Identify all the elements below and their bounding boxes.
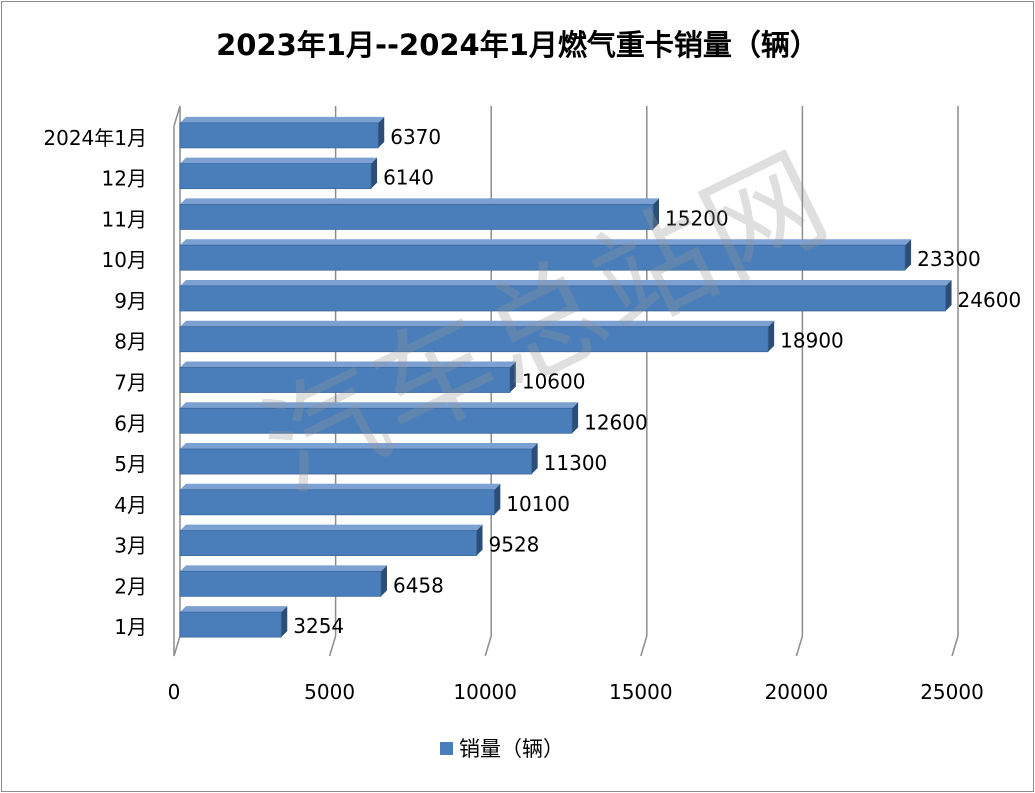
bar-end-cap	[494, 483, 501, 515]
gridline-depth	[795, 635, 804, 657]
bar	[179, 570, 382, 597]
x-tick-label: 0	[168, 680, 181, 704]
bar-end-cap	[905, 239, 912, 271]
gridline-depth	[951, 635, 959, 657]
bar-end-cap	[768, 320, 775, 352]
bar	[179, 204, 654, 230]
category-label: 8月	[114, 330, 147, 354]
category-label: 9月	[114, 289, 147, 313]
left-wall	[173, 105, 181, 657]
bar-top-face	[180, 157, 378, 164]
bar-value-label: 18900	[780, 329, 844, 353]
bar-top-face	[180, 239, 912, 246]
bar	[179, 407, 573, 434]
bar	[179, 244, 906, 271]
bar-end-cap	[572, 402, 579, 434]
bar-top-face	[180, 483, 501, 490]
bar-top-face	[180, 606, 288, 613]
bar-value-label: 10100	[506, 492, 570, 516]
bar-top-face	[180, 524, 483, 531]
bar-value-label: 12600	[584, 410, 648, 434]
bar-end-cap	[281, 606, 288, 638]
bar-top-face	[180, 402, 579, 409]
bar	[179, 489, 495, 516]
gridline-depth	[484, 635, 492, 657]
category-label: 7月	[114, 371, 147, 395]
bar-value-label: 6140	[383, 166, 434, 190]
category-label: 12月	[102, 167, 147, 191]
bar-top-face	[180, 443, 538, 450]
x-tick-label: 10000	[453, 680, 517, 704]
legend-label: 销量（辆）	[459, 737, 564, 761]
bar-end-cap	[378, 116, 385, 148]
bar	[179, 367, 511, 393]
bar-top-face	[180, 198, 660, 205]
category-label: 6月	[114, 411, 147, 435]
bar-top-face	[180, 320, 775, 327]
bar	[179, 611, 282, 638]
bar-end-cap	[380, 565, 387, 597]
x-tick-label: 25000	[920, 680, 984, 704]
bar-end-cap	[945, 279, 952, 311]
category-label: 10月	[102, 248, 147, 272]
bar	[179, 285, 946, 312]
bar-end-cap	[371, 157, 378, 189]
bar-value-label: 23300	[917, 247, 981, 271]
bar-value-label: 10600	[522, 370, 586, 394]
chart-legend: 销量（辆）	[440, 733, 564, 763]
x-tick-label: 15000	[609, 680, 673, 704]
bar	[179, 163, 372, 190]
gridline-depth	[328, 635, 337, 657]
bar-value-label: 6370	[390, 125, 441, 149]
bar-end-cap	[531, 443, 538, 475]
gridline-depth	[640, 635, 648, 657]
category-label: 4月	[114, 493, 147, 517]
bar	[179, 122, 379, 149]
bar-value-label: 11300	[544, 451, 608, 475]
bar-end-cap	[653, 198, 660, 230]
x-tick-label: 20000	[765, 680, 829, 704]
bar-value-label: 24600	[958, 288, 1022, 312]
category-label: 5月	[114, 452, 147, 476]
category-label: 2月	[114, 574, 147, 598]
legend-swatch	[440, 741, 453, 755]
x-tick-label: 5000	[304, 680, 355, 704]
bar	[179, 326, 769, 353]
bar-value-label: 15200	[665, 206, 729, 230]
bar-top-face	[180, 279, 952, 286]
bar-value-label: 3254	[293, 614, 344, 638]
bar-end-cap	[509, 361, 516, 393]
bar-value-label: 6458	[393, 573, 444, 597]
chart-title: 2023年1月--2024年1月燃气重卡销量（辆）	[216, 28, 819, 62]
category-label: 11月	[102, 207, 147, 231]
category-label: 3月	[114, 534, 147, 558]
bar-top-face	[180, 361, 516, 368]
bar-top-face	[180, 116, 385, 123]
category-label: 1月	[114, 615, 147, 639]
bar	[179, 448, 533, 475]
bar-end-cap	[476, 524, 483, 556]
bar	[179, 530, 477, 556]
bar-value-label: 9528	[489, 533, 540, 557]
bar-top-face	[180, 565, 387, 572]
category-label: 2024年1月	[43, 126, 147, 150]
